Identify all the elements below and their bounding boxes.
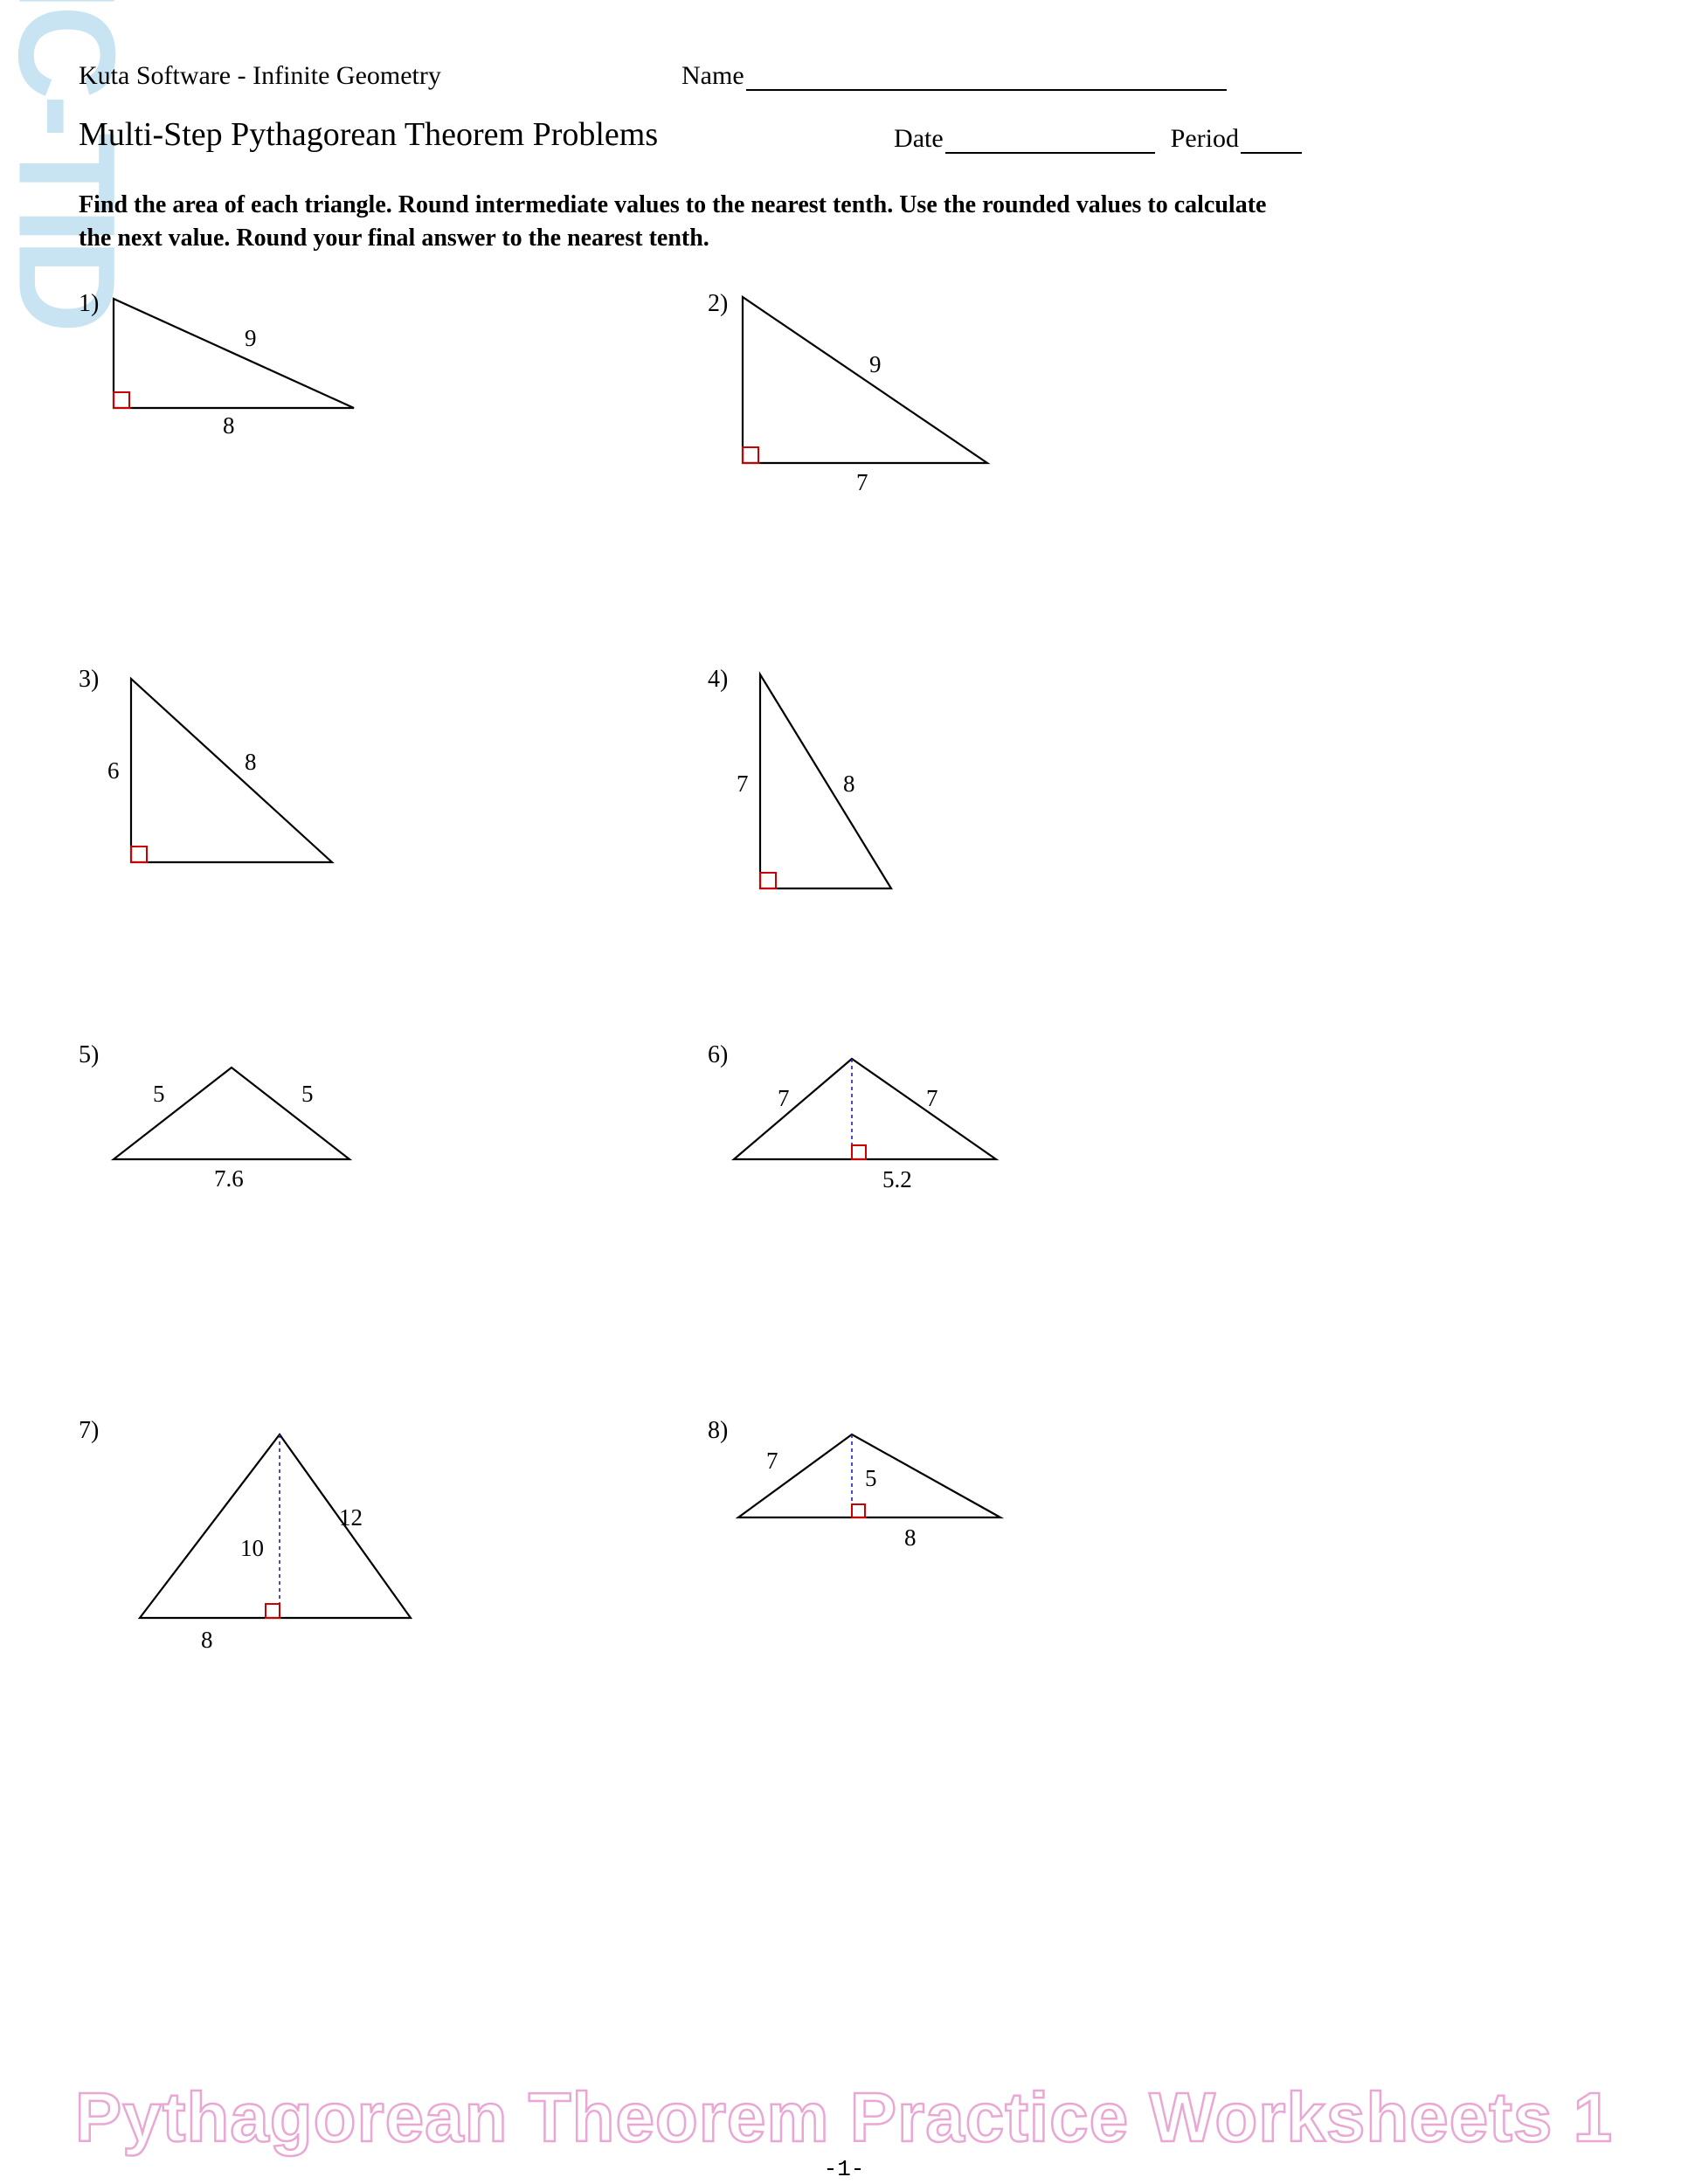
label-base: 8 [201, 1627, 213, 1654]
triangle-7 [140, 1434, 437, 1635]
name-field: Name [681, 61, 1227, 91]
label-right: 5 [301, 1081, 314, 1108]
label-base: 7 [856, 469, 868, 496]
problem-number: 5) [79, 1041, 99, 1069]
label-hyp: 9 [245, 325, 257, 352]
problem-number: 8) [708, 1417, 728, 1445]
label-base: 8 [904, 1524, 917, 1552]
period-field: Period [1171, 124, 1302, 154]
problem-number: 2) [708, 290, 728, 318]
bottom-watermark: Pythagorean Theorem Practice Worksheets … [0, 2077, 1688, 2158]
problem-number: 3) [79, 666, 99, 694]
label-right: 5 [865, 1465, 877, 1492]
worksheet-title: Multi-Step Pythagorean Theorem Problems [79, 115, 894, 154]
label-hyp: 8 [843, 771, 855, 798]
label-right: 12 [339, 1504, 363, 1531]
problem-7: 7) 10 12 8 [79, 1417, 673, 1793]
date-label: Date [894, 124, 944, 154]
problem-5: 5) 5 5 7.6 [79, 1041, 673, 1417]
label-side: 7 [737, 771, 749, 798]
label-base: 7.6 [214, 1165, 244, 1192]
label-right: 7 [926, 1085, 938, 1112]
triangle-8 [738, 1434, 1027, 1539]
source-label: Kuta Software - Infinite Geometry [79, 61, 681, 91]
name-label: Name [681, 61, 744, 91]
worksheet-page: Kuta Software - Infinite Geometry Name M… [79, 61, 1302, 1793]
problem-number: 6) [708, 1041, 728, 1069]
label-left: 5 [153, 1081, 165, 1108]
problem-3: 3) 6 8 [79, 666, 673, 1041]
triangle-1 [114, 299, 367, 439]
problem-2: 2) 9 7 [708, 290, 1302, 666]
problem-number: 4) [708, 666, 728, 694]
problem-8: 8) 7 5 8 [708, 1417, 1302, 1793]
label-side: 6 [107, 757, 120, 784]
problem-grid: 1) 9 8 2) 9 7 3) 6 8 [79, 290, 1302, 1793]
problem-4: 4) 7 8 [708, 666, 1302, 1041]
label-hyp: 8 [245, 749, 257, 776]
problem-6: 6) 7 7 5.2 [708, 1041, 1302, 1417]
page-number: -1- [0, 2156, 1688, 2182]
triangle-3 [131, 679, 358, 880]
problem-number: 1) [79, 290, 99, 318]
label-hyp: 9 [869, 351, 882, 378]
period-blank-line[interactable] [1241, 133, 1302, 154]
triangle-6 [734, 1059, 1022, 1181]
label-base: 8 [223, 412, 235, 439]
problem-1: 1) 9 8 [79, 290, 673, 666]
header-row-2: Multi-Step Pythagorean Theorem Problems … [79, 115, 1302, 154]
header-row-1: Kuta Software - Infinite Geometry Name [79, 61, 1302, 91]
name-blank-line[interactable] [746, 70, 1227, 91]
label-left: 7 [778, 1085, 790, 1112]
date-field: Date [894, 124, 1155, 154]
date-blank-line[interactable] [945, 133, 1155, 154]
instructions-text: Find the area of each triangle. Round in… [79, 189, 1302, 255]
problem-number: 7) [79, 1417, 99, 1445]
label-left: 10 [240, 1535, 264, 1562]
label-base: 5.2 [882, 1166, 912, 1193]
period-label: Period [1171, 124, 1239, 154]
triangle-2 [743, 297, 1005, 489]
label-left: 7 [766, 1448, 778, 1475]
